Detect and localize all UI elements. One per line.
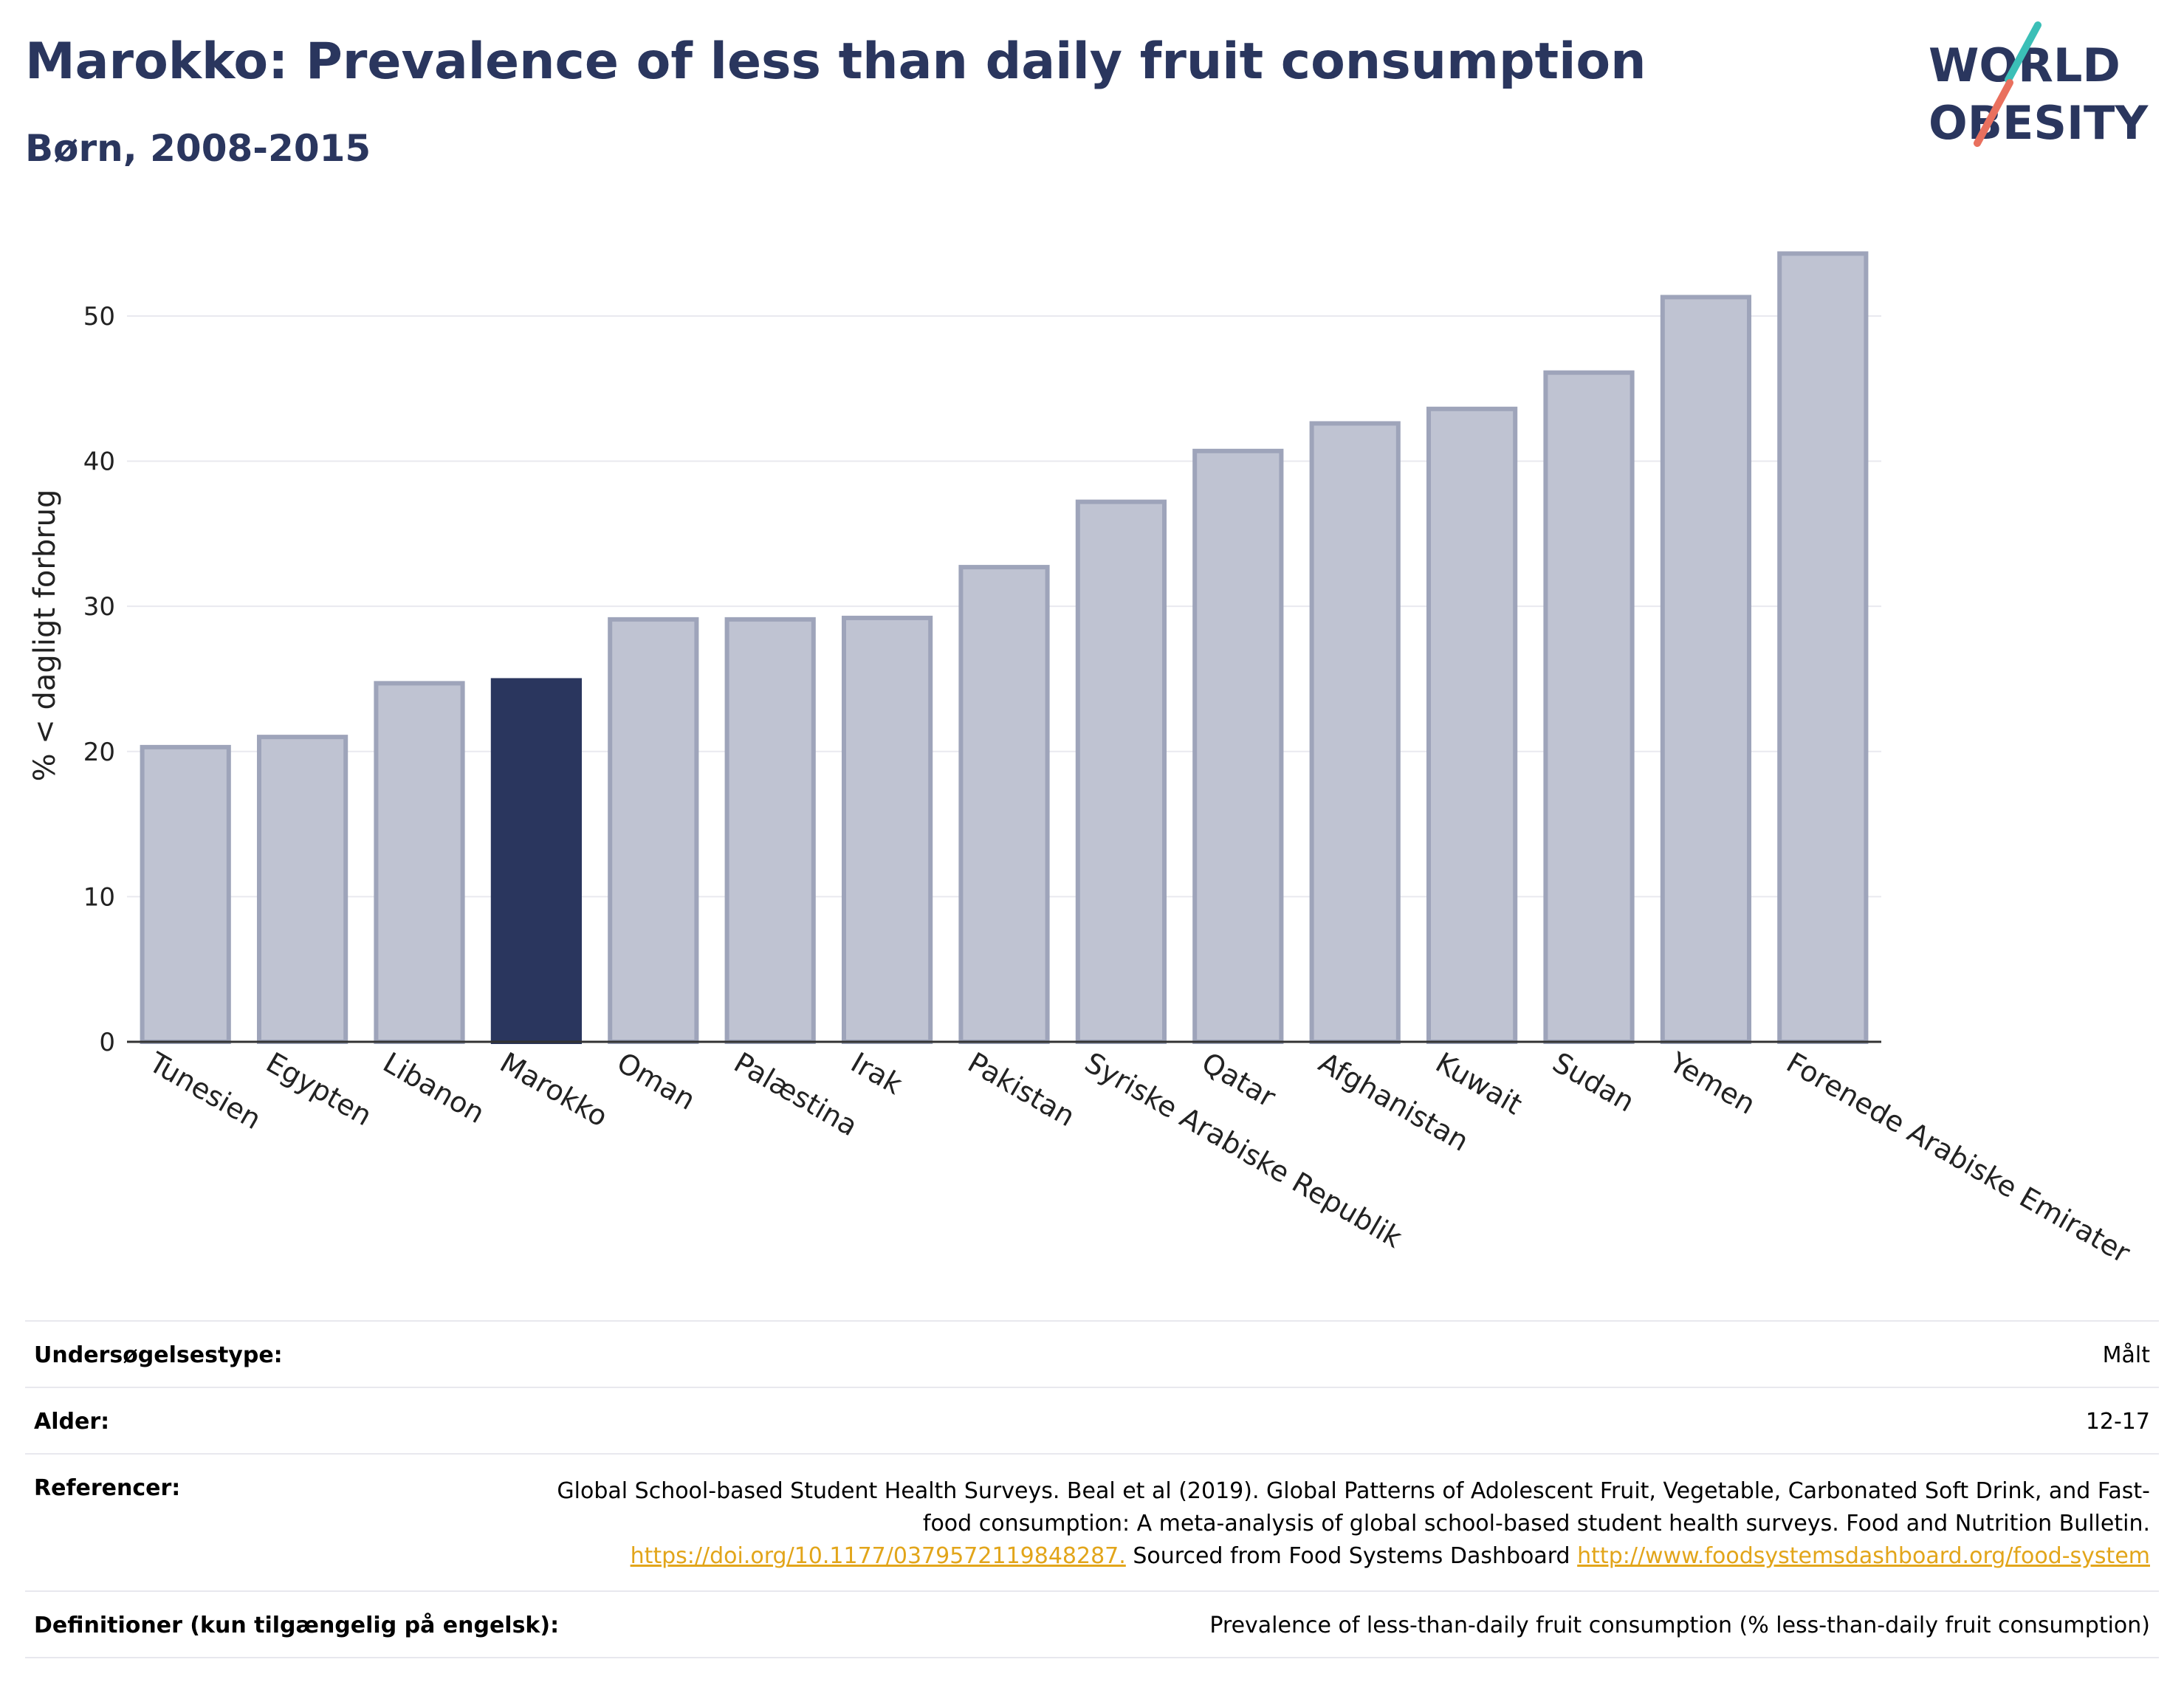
doi-link[interactable]: https://doi.org/10.1177/0379572119848287… bbox=[630, 1543, 1126, 1569]
logo-text-obesity: OBESITY bbox=[1929, 96, 2149, 150]
bar bbox=[958, 565, 1050, 1044]
x-tick-label: Forenede Arabiske Emirater bbox=[1781, 1046, 2135, 1270]
y-tick-label: 50 bbox=[83, 302, 115, 332]
bar bbox=[724, 617, 816, 1044]
bar bbox=[608, 617, 699, 1044]
chart-subtitle: Børn, 2008-2015 bbox=[25, 127, 371, 170]
x-tick-label: Marokko bbox=[495, 1046, 614, 1133]
bar bbox=[1777, 251, 1869, 1044]
chart-title: Marokko: Prevalence of less than daily f… bbox=[25, 32, 1646, 91]
references-label: Referencer: bbox=[34, 1475, 181, 1501]
bar-chart: 0 10 20 30 40 50 % < dagligt forbrug TunesienEg… bbox=[28, 251, 2136, 1270]
survey-type-value: Målt bbox=[2102, 1342, 2150, 1368]
bar bbox=[841, 615, 933, 1044]
bar bbox=[140, 744, 231, 1044]
definitions-label: Definitioner (kun tilgængelig på engelsk… bbox=[34, 1613, 560, 1638]
bar bbox=[1309, 421, 1401, 1045]
y-tick-label: 20 bbox=[83, 738, 115, 767]
bar bbox=[1075, 499, 1167, 1045]
info-row-survey-type: Undersøgelsestype: Målt bbox=[25, 1320, 2159, 1387]
x-tick-label: Sudan bbox=[1548, 1046, 1641, 1119]
x-tick-label: Pakistan bbox=[963, 1046, 1081, 1133]
x-tick-label: Irak bbox=[845, 1046, 907, 1101]
definitions-value: Prevalence of less-than-daily fruit cons… bbox=[1209, 1613, 2150, 1638]
bar bbox=[1192, 448, 1284, 1045]
references-text-1: Global School-based Student Health Surve… bbox=[557, 1478, 2150, 1537]
food-systems-link[interactable]: http://www.foodsystemsdashboard.org/food… bbox=[1577, 1543, 2150, 1569]
y-axis-label: % < dagligt forbrug bbox=[28, 490, 62, 782]
info-row-definitions: Definitioner (kun tilgængelig på engelsk… bbox=[25, 1590, 2159, 1658]
x-tick-label: Palæstina bbox=[729, 1046, 863, 1143]
references-text-2: Sourced from Food Systems Dashboard bbox=[1133, 1543, 1570, 1569]
x-tick-label: Tunesien bbox=[143, 1046, 267, 1136]
bar bbox=[1660, 295, 1752, 1045]
age-label: Alder: bbox=[34, 1409, 110, 1435]
x-tick-label: Libanon bbox=[378, 1046, 490, 1130]
world-obesity-logo: WORLD OBESITY bbox=[1929, 21, 2149, 150]
bar bbox=[256, 735, 348, 1044]
y-tick-label: 40 bbox=[83, 447, 115, 477]
bar-highlight bbox=[490, 678, 583, 1045]
info-row-age: Alder: 12-17 bbox=[25, 1387, 2159, 1453]
y-tick-label: 30 bbox=[83, 592, 115, 622]
x-tick-label: Yemen bbox=[1663, 1046, 1761, 1121]
bar bbox=[1426, 406, 1518, 1044]
y-tick-label: 0 bbox=[99, 1028, 115, 1057]
logo-slash-teal bbox=[2005, 21, 2042, 83]
info-row-references: Referencer: Global School-based Student … bbox=[25, 1453, 2159, 1590]
x-tick-label: Oman bbox=[611, 1046, 701, 1116]
survey-type-label: Undersøgelsestype: bbox=[34, 1342, 283, 1368]
y-tick-label: 10 bbox=[83, 882, 115, 912]
bar bbox=[374, 681, 465, 1044]
x-tick-label: Egypten bbox=[261, 1046, 377, 1133]
x-tick-label: Qatar bbox=[1196, 1046, 1281, 1114]
references-value: Global School-based Student Health Surve… bbox=[526, 1475, 2150, 1573]
logo-slash-coral bbox=[1974, 79, 2013, 147]
x-tick-label: Kuwait bbox=[1430, 1046, 1528, 1122]
info-table: Undersøgelsestype: Målt Alder: 12-17 Ref… bbox=[25, 1320, 2159, 1658]
age-value: 12-17 bbox=[2085, 1409, 2150, 1435]
bar bbox=[1543, 370, 1635, 1045]
